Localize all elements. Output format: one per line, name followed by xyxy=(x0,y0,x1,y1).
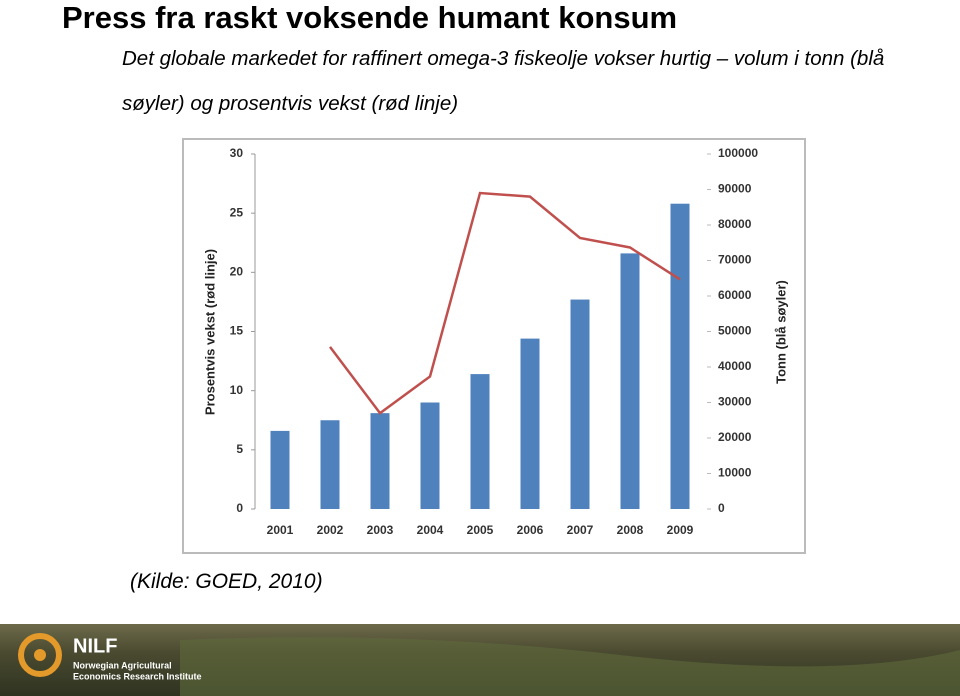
y2-tick-label: 0 xyxy=(718,501,725,515)
y2-tick-label: 20000 xyxy=(718,430,752,444)
bar xyxy=(320,420,340,509)
logo-name: NILF xyxy=(73,635,117,657)
y-tick-label: 10 xyxy=(230,383,244,397)
y-tick-label: 30 xyxy=(230,146,244,160)
x-tick-label: 2007 xyxy=(567,523,594,537)
logo-text: Norwegian Agricultural xyxy=(73,660,172,670)
slide-subtitle: Det globale markedet for raffinert omega… xyxy=(122,47,885,115)
y-tick-label: 20 xyxy=(230,265,244,279)
y-tick-label: 0 xyxy=(236,501,243,515)
bar xyxy=(270,430,290,509)
y2-tick-label: 50000 xyxy=(718,324,752,338)
y2-tick-label: 30000 xyxy=(718,395,752,409)
bar xyxy=(370,413,390,509)
y-tick-label: 5 xyxy=(236,442,243,456)
x-tick-label: 2006 xyxy=(517,523,544,537)
bar xyxy=(670,203,690,509)
bar xyxy=(570,299,590,509)
logo-mark xyxy=(18,633,62,677)
y2-tick-label: 90000 xyxy=(718,182,752,196)
bar xyxy=(520,338,540,509)
x-tick-label: 2009 xyxy=(667,523,694,537)
x-tick-label: 2005 xyxy=(467,523,494,537)
y2-axis-label: Tonn (blå søyler) xyxy=(773,280,788,384)
x-tick-label: 2003 xyxy=(367,523,394,537)
footer-landscape xyxy=(180,637,960,696)
source-note: (Kilde: GOED, 2010) xyxy=(130,570,323,593)
y2-tick-label: 80000 xyxy=(718,217,752,231)
logo-text: Economics Research Institute xyxy=(73,671,202,681)
bar xyxy=(470,374,490,509)
bar xyxy=(420,402,440,509)
y2-tick-label: 100000 xyxy=(718,146,758,160)
x-tick-label: 2002 xyxy=(317,523,344,537)
y2-tick-label: 40000 xyxy=(718,359,752,373)
logo-dot xyxy=(34,649,46,661)
y-tick-label: 15 xyxy=(230,324,244,338)
y2-tick-label: 70000 xyxy=(718,253,752,267)
y-tick-label: 25 xyxy=(230,205,244,219)
line xyxy=(329,191,681,415)
y-axis-label: Prosentvis vekst (rød linje) xyxy=(202,249,217,415)
x-tick-label: 2008 xyxy=(617,523,644,537)
slide-title: Press fra raskt voksende humant konsum xyxy=(62,0,678,35)
y2-tick-label: 60000 xyxy=(718,288,752,302)
x-tick-label: 2004 xyxy=(417,523,444,537)
x-tick-label: 2001 xyxy=(267,523,294,537)
bar xyxy=(620,253,640,509)
y2-tick-label: 10000 xyxy=(718,466,752,480)
